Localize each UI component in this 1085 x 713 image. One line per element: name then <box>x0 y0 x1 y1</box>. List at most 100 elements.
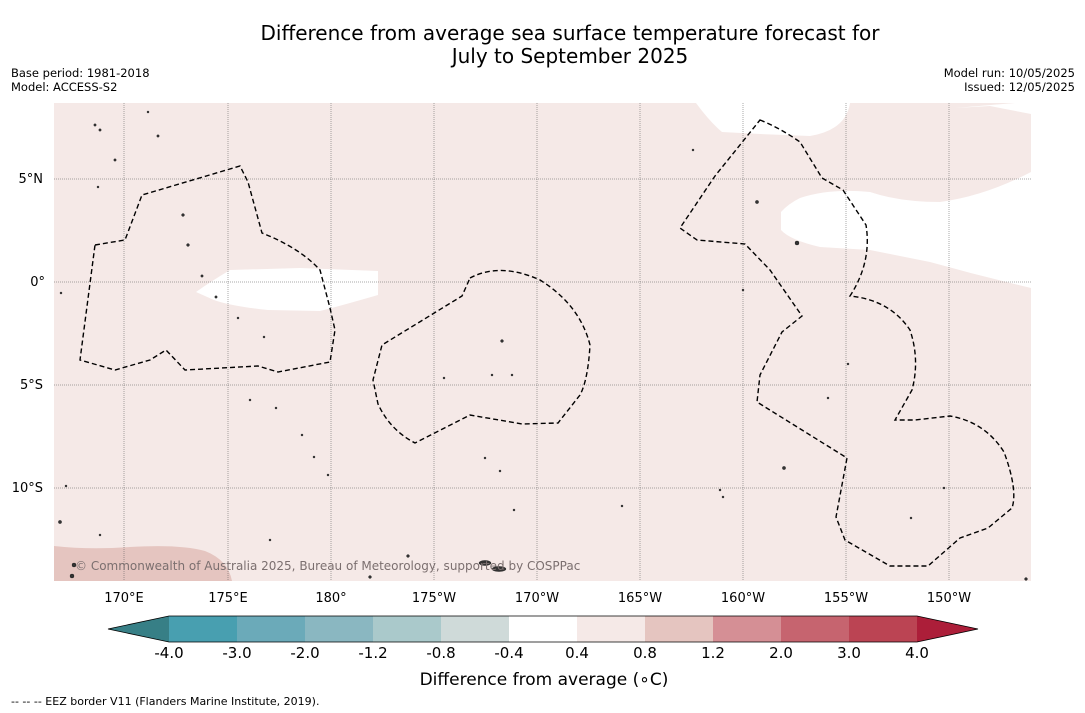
model-name: Model: ACCESS-S2 <box>11 80 118 94</box>
colorbar-bin <box>237 616 305 642</box>
island <box>71 562 77 568</box>
colorbar: -4.0 -3.0 -2.0 -1.2 -0.8 -0.4 0.4 0.8 1.… <box>107 615 979 662</box>
islands <box>58 110 1028 581</box>
island <box>368 575 372 579</box>
eez-border-line-islands <box>679 119 1015 567</box>
island <box>512 508 516 512</box>
lon-label-180: 180° <box>315 591 346 606</box>
colorbar-bin <box>305 616 373 642</box>
island <box>498 469 502 473</box>
lat-label-10s: 10°S <box>12 481 43 496</box>
colorbar-bin <box>577 616 645 642</box>
issued-date: Issued: 12/05/2025 <box>964 80 1075 94</box>
neutral-patch-north <box>696 103 850 136</box>
island <box>312 455 316 459</box>
lon-label-175w: 175°W <box>412 591 456 606</box>
island <box>909 516 913 520</box>
lon-label-170w: 170°W <box>515 591 559 606</box>
colorbar-extend-high <box>917 616 978 642</box>
island <box>262 335 266 339</box>
island <box>741 288 745 292</box>
island <box>326 473 330 477</box>
colorbar-tick: -2.0 <box>290 644 319 662</box>
colorbar-bin <box>373 616 441 642</box>
island <box>300 433 304 437</box>
lon-label-175e: 175°E <box>208 591 248 606</box>
lon-label-155w: 155°W <box>824 591 868 606</box>
island <box>826 396 830 400</box>
map-panel: © Commonwealth of Australia 2025, Bureau… <box>54 103 1031 581</box>
eez-footnote: -- -- -- EEZ border V11 (Flanders Marine… <box>11 695 320 708</box>
island <box>491 566 507 572</box>
island <box>1024 577 1028 581</box>
island <box>98 533 102 537</box>
island <box>93 123 97 127</box>
colorbar-bin <box>781 616 849 642</box>
island <box>718 488 722 492</box>
lat-label-5s: 5°S <box>20 378 43 393</box>
island <box>490 373 494 377</box>
island <box>69 573 75 579</box>
colorbar-bin <box>645 616 713 642</box>
island <box>406 554 410 558</box>
copyright-notice: © Commonwealth of Australia 2025, Bureau… <box>75 559 580 573</box>
colorbar-bin <box>849 616 917 642</box>
colorbar-outline <box>107 615 979 643</box>
lon-label-165w: 165°W <box>618 591 662 606</box>
island <box>442 376 446 380</box>
neutral-patch-corner <box>955 103 1031 114</box>
neutral-patch-east <box>781 172 1031 288</box>
lon-label-160w: 160°W <box>721 591 765 606</box>
ocean-anomaly-field <box>54 103 1031 581</box>
colorbar-tick: 2.0 <box>769 644 793 662</box>
island <box>483 456 487 460</box>
island <box>186 243 190 247</box>
meta-right: Model run: 10/05/2025 Issued: 12/05/2025 <box>944 66 1075 94</box>
colorbar-tick: 0.4 <box>565 644 589 662</box>
colorbar-tick: 1.2 <box>701 644 725 662</box>
island <box>721 495 725 499</box>
lon-label-150w: 150°W <box>927 591 971 606</box>
colorbar-extend-low <box>108 616 169 642</box>
island <box>755 200 759 204</box>
colorbar-tick: -1.2 <box>358 644 387 662</box>
colorbar-tick: 4.0 <box>905 644 929 662</box>
colorbar-tick: -4.0 <box>154 644 183 662</box>
base-period: Base period: 1981-2018 <box>11 66 150 80</box>
island <box>942 486 946 490</box>
eez-border-tuvalu <box>79 165 336 373</box>
colorbar-tick: 3.0 <box>837 644 861 662</box>
island <box>200 274 204 278</box>
colorbar-bin <box>509 616 577 642</box>
island <box>846 362 850 366</box>
model-run: Model run: 10/05/2025 <box>943 66 1075 80</box>
colorbar-tick: -0.4 <box>494 644 523 662</box>
island <box>274 406 278 410</box>
longitude-labels: 170°E 175°E 180° 175°W 170°W 165°W 160°W… <box>104 591 971 606</box>
island <box>794 240 800 246</box>
island <box>96 185 100 189</box>
island <box>64 484 68 488</box>
island <box>691 148 695 152</box>
island <box>782 466 786 470</box>
eez-borders <box>79 119 1015 567</box>
colorbar-bin <box>713 616 781 642</box>
colorbar-bin <box>169 616 237 642</box>
island <box>156 134 160 138</box>
title-line-2: July to September 2025 <box>451 44 689 68</box>
colorbar-bin <box>441 616 509 642</box>
island <box>58 520 62 524</box>
colorbar-ticks: -4.0 -3.0 -2.0 -1.2 -0.8 -0.4 0.4 0.8 1.… <box>154 644 929 662</box>
island <box>268 538 272 542</box>
island <box>500 339 504 343</box>
island <box>181 213 185 217</box>
map-title: Difference from average sea surface temp… <box>0 22 1085 68</box>
latitude-labels: 5°N 0° 5°S 10°S <box>12 172 45 496</box>
island <box>146 110 150 114</box>
eez-border-phoenix <box>372 269 591 444</box>
title-line-1: Difference from average sea surface temp… <box>260 21 880 45</box>
meta-left: Base period: 1981-2018 Model: ACCESS-S2 <box>11 66 150 94</box>
lat-label-5n: 5°N <box>19 172 44 187</box>
island <box>620 504 624 508</box>
